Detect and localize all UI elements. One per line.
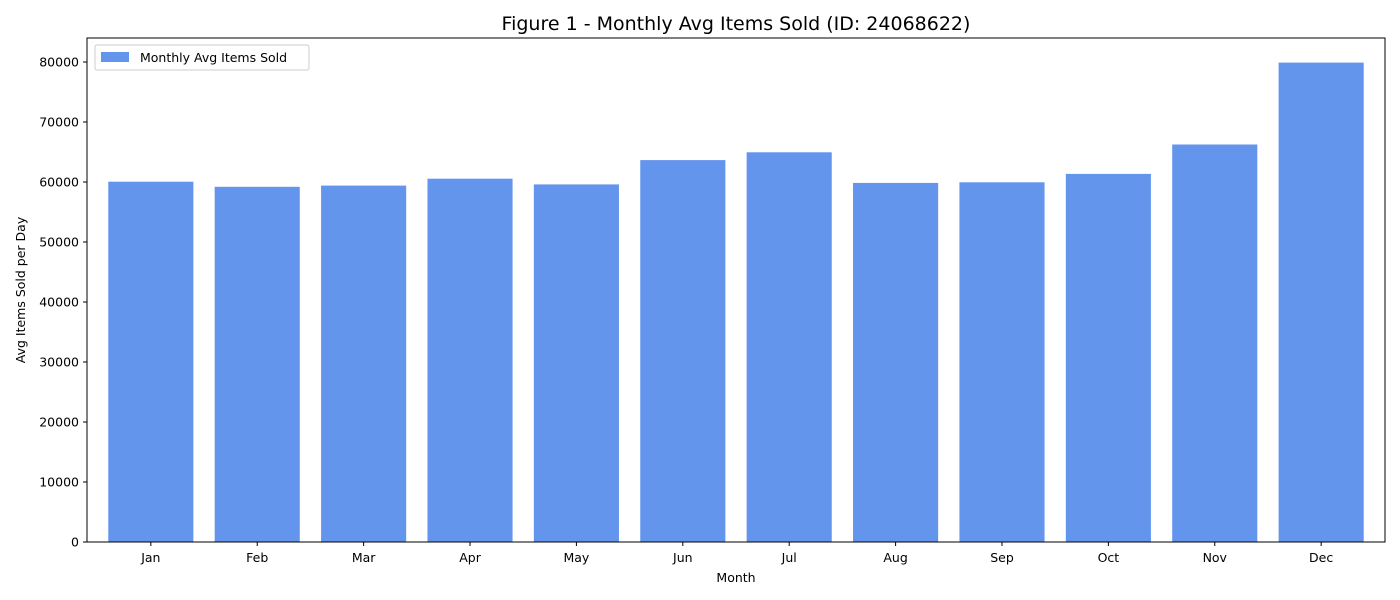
x-tick-label: Aug: [883, 550, 907, 565]
x-tick-label: May: [563, 550, 589, 565]
y-axis-label: Avg Items Sold per Day: [13, 216, 28, 363]
bar-sep: [959, 182, 1045, 543]
bar-oct: [1065, 173, 1151, 542]
x-tick-label: Jul: [781, 550, 797, 565]
y-tick-label: 20000: [39, 415, 79, 430]
axes-frame: [86, 37, 1386, 543]
y-tick-label: 70000: [39, 115, 79, 130]
legend-swatch: [101, 52, 129, 62]
y-tick-label: 40000: [39, 295, 79, 310]
x-tick-label: Nov: [1203, 550, 1228, 565]
y-tick-label: 30000: [39, 355, 79, 370]
bar-mar: [321, 185, 407, 542]
x-tick-label: Jan: [140, 550, 160, 565]
y-axis-ticks: 0 10000 20000 30000 40000 50000 60000 70000 8000…: [39, 55, 87, 550]
bar-aug: [853, 182, 939, 542]
x-tick-label: Jun: [672, 550, 693, 565]
chart-title: Figure 1 - Monthly Avg Items Sold (ID: 2…: [502, 13, 971, 35]
x-tick-label: Mar: [352, 550, 376, 565]
bar-feb: [214, 186, 300, 543]
legend-box: [94, 44, 310, 71]
bar-dec: [1278, 62, 1364, 542]
x-tick-label: Dec: [1309, 550, 1333, 565]
x-tick-label: Sep: [990, 550, 1014, 565]
y-tick-label: 50000: [39, 235, 79, 250]
legend-label: Monthly Avg Items Sold: [140, 50, 287, 65]
bar-jul: [746, 152, 832, 543]
bars-group: [108, 62, 1364, 543]
x-axis-label: Month: [716, 570, 755, 585]
y-tick-label: 0: [71, 535, 79, 550]
bar-may: [533, 184, 619, 542]
bar-apr: [427, 178, 513, 542]
x-axis-ticks: Jan Feb Mar Apr May Jun Jul Aug Sep Oct Nov Dec: [140, 542, 1333, 565]
bar-jun: [640, 160, 726, 542]
y-tick-label: 10000: [39, 475, 79, 490]
bar-jan: [108, 181, 194, 542]
y-tick-label: 60000: [39, 175, 79, 190]
y-tick-label: 80000: [39, 55, 79, 70]
x-tick-label: Feb: [246, 550, 268, 565]
x-tick-label: Apr: [459, 550, 481, 565]
x-tick-label: Oct: [1098, 550, 1120, 565]
bar-nov: [1172, 144, 1258, 542]
legend: Monthly Avg Items Sold: [94, 44, 310, 71]
